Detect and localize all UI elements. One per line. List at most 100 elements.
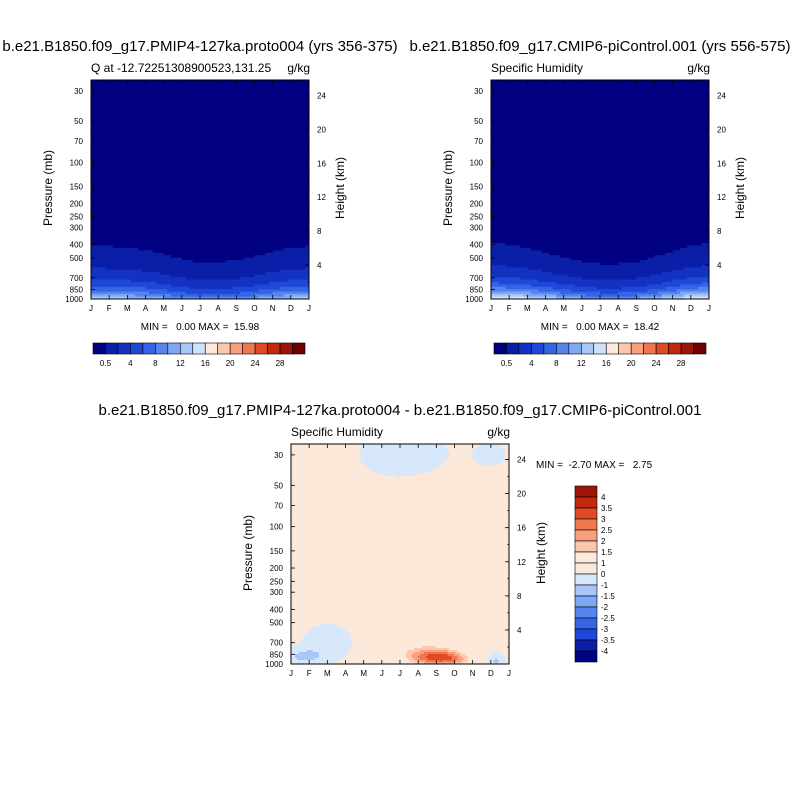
contour-cell (170, 87, 176, 91)
contour-cell (167, 138, 172, 142)
contour-cell (145, 114, 150, 118)
contour-cell (149, 131, 154, 135)
contour-cell (250, 116, 256, 120)
contour-cell (149, 167, 154, 171)
contour-cell (160, 201, 165, 205)
contour-cell (225, 262, 230, 266)
contour-cell (258, 104, 263, 108)
contour-cell (294, 94, 299, 98)
contour-cell (236, 262, 241, 266)
contour-cell (203, 135, 208, 139)
contour-cell (305, 274, 309, 278)
contour-cell (101, 184, 107, 188)
contour-cell (279, 243, 285, 247)
contour-cell (250, 228, 256, 232)
contour-cell (279, 191, 285, 195)
contour-cell (250, 247, 256, 251)
contour-cell (214, 194, 219, 198)
contour-cell (218, 128, 223, 132)
contour-cell (232, 218, 237, 222)
contour-cell (276, 106, 281, 110)
contour-cell (109, 174, 114, 178)
contour-cell (305, 133, 309, 137)
contour-cell (225, 150, 230, 154)
contour-cell (261, 121, 266, 125)
contour-cell (192, 89, 197, 93)
contour-cell (294, 92, 299, 96)
contour-cell (239, 143, 245, 147)
contour-cell (170, 109, 176, 113)
contour-cell (258, 89, 263, 93)
contour-cell (214, 104, 219, 108)
contour-cell (250, 191, 256, 195)
contour-cell (290, 165, 296, 169)
contour-cell (221, 206, 227, 210)
contour-cell (261, 174, 266, 178)
contour-cell (287, 135, 292, 139)
contour-cell (287, 277, 292, 281)
contour-cell (301, 94, 306, 98)
contour-cell (265, 126, 270, 130)
contour-cell (130, 157, 136, 161)
contour-cell (214, 204, 219, 208)
contour-cell (101, 84, 107, 88)
contour-cell (269, 123, 274, 127)
contour-cell (247, 123, 252, 127)
contour-cell (232, 106, 237, 110)
contour-cell (301, 218, 306, 222)
contour-cell (174, 109, 179, 113)
contour-cell (239, 92, 245, 96)
contour-cell (265, 131, 270, 135)
contour-cell (101, 97, 107, 101)
contour-cell (152, 160, 157, 164)
contour-cell (185, 228, 190, 232)
contour-cell (192, 84, 197, 88)
contour-cell (214, 162, 219, 166)
contour-cell (109, 252, 114, 256)
contour-cell (152, 262, 157, 266)
contour-cell (127, 92, 132, 96)
contour-cell (239, 260, 245, 264)
contour-cell (101, 233, 107, 237)
contour-cell (94, 255, 99, 259)
contour-cell (298, 123, 303, 127)
contour-cell (250, 235, 256, 239)
contour-cell (221, 101, 227, 105)
contour-cell (214, 260, 219, 264)
contour-cell (178, 82, 183, 86)
contour-cell (254, 250, 259, 254)
contour-cell (258, 167, 263, 171)
contour-cell (261, 221, 266, 225)
contour-cell (185, 138, 190, 142)
contour-cell (290, 235, 296, 239)
contour-cell (200, 269, 205, 273)
contour-cell (272, 243, 277, 247)
contour-cell (207, 157, 212, 161)
contour-cell (141, 223, 147, 227)
contour-cell (91, 160, 96, 164)
contour-cell (112, 135, 118, 139)
contour-cell (120, 260, 125, 264)
contour-cell (94, 228, 99, 232)
contour-cell (167, 208, 172, 212)
contour-cell (185, 221, 190, 225)
contour-cell (174, 191, 179, 195)
contour-cell (105, 135, 110, 139)
contour-cell (265, 201, 270, 205)
contour-cell (200, 94, 205, 98)
contour-cell (232, 194, 237, 198)
contour-cell (305, 82, 309, 86)
contour-cell (145, 204, 150, 208)
contour-cell (123, 162, 128, 166)
contour-cell (225, 148, 230, 152)
contour-cell (127, 230, 132, 234)
contour-cell (250, 189, 256, 193)
contour-cell (247, 264, 252, 268)
contour-cell (305, 277, 309, 281)
contour-cell (112, 172, 118, 176)
contour-cell (152, 221, 157, 225)
contour-cell (192, 230, 197, 234)
contour-cell (141, 194, 147, 198)
contour-cell (178, 135, 183, 139)
contour-cell (196, 174, 201, 178)
